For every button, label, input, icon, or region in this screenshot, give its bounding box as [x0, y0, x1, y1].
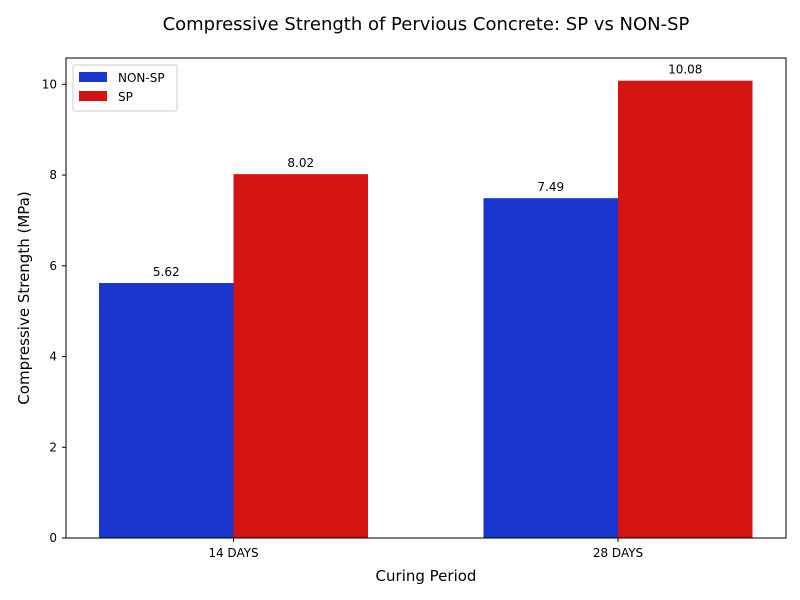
bar-sp-0: [233, 174, 368, 538]
data-label: 5.62: [153, 265, 180, 279]
legend-label-non-sp: NON-SP: [118, 71, 165, 85]
data-label: 8.02: [287, 156, 314, 170]
legend-swatch-non-sp: [79, 72, 107, 82]
y-tick-label: 0: [49, 531, 57, 545]
bar-non-sp-0: [99, 283, 234, 538]
plot-area: 5.62 7.49 8.02 10.08 0 2 4 6 8 10 14 DAYS 28 DAYS: [42, 57, 787, 560]
legend-swatch-sp: [79, 91, 107, 101]
plot-frame: [65, 57, 787, 539]
y-tick-label: 10: [42, 77, 57, 91]
legend-label-sp: SP: [118, 90, 133, 104]
y-tick-label: 6: [49, 259, 57, 273]
bar-non-sp-1: [483, 198, 618, 539]
x-axis-label: Curing Period: [376, 567, 477, 585]
bar-sp-1: [618, 80, 753, 538]
y-tick-label: 8: [49, 168, 57, 182]
y-tick-label: 2: [49, 440, 57, 454]
y-axis-label: Compressive Strength (MPa): [15, 191, 33, 404]
x-tick-label: 14 DAYS: [208, 546, 258, 560]
legend: NON-SP SP: [72, 64, 178, 112]
x-tick-label: 28 DAYS: [593, 546, 643, 560]
data-label: 7.49: [537, 180, 564, 194]
data-label: 10.08: [668, 63, 702, 77]
chart-title: Compressive Strength of Pervious Concret…: [163, 14, 690, 35]
y-tick-label: 4: [49, 350, 57, 364]
